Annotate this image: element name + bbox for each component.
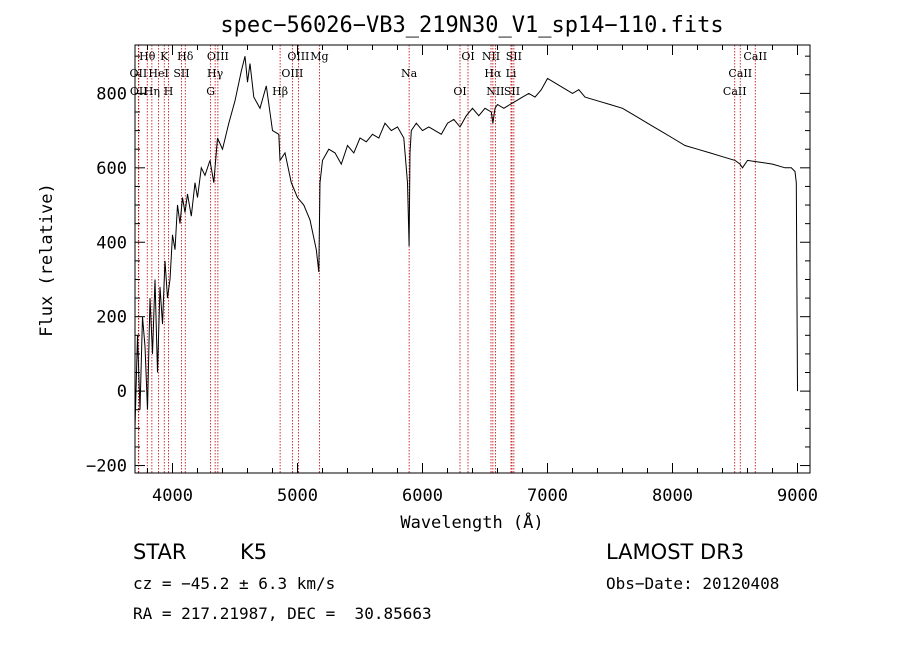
spectral-line-label: SII bbox=[504, 85, 520, 98]
spectral-line-label: Hγ bbox=[207, 67, 224, 80]
spectral-line-label: OIII bbox=[287, 50, 309, 63]
spectral-line-label: Mg bbox=[310, 50, 328, 63]
velocity-text: cz = −45.2 ± 6.3 km/s bbox=[133, 574, 336, 593]
spectral-line-label: SII bbox=[173, 67, 189, 80]
spectral-line-label: OIII bbox=[281, 67, 303, 80]
spectral-line-label: OII bbox=[130, 67, 148, 80]
x-tick-label: 9000 bbox=[777, 486, 818, 506]
spectral-line-label: H bbox=[164, 85, 174, 98]
spectral-line-label: G bbox=[206, 85, 215, 98]
chart-title: spec−56026−VB3_219N30_V1_sp14−110.fits bbox=[220, 13, 723, 38]
spectral-line-label: OI bbox=[461, 50, 474, 63]
x-tick-label: 5000 bbox=[277, 486, 318, 506]
y-tick-label: 200 bbox=[96, 308, 127, 328]
spectral-line-label: OII bbox=[130, 85, 148, 98]
x-tick-label: 6000 bbox=[402, 486, 443, 506]
spectral-line-label: CaII bbox=[723, 85, 747, 98]
y-tick-label: −200 bbox=[86, 457, 127, 477]
spectral-line-label: Hθ bbox=[139, 50, 156, 63]
spectral-line-label: NII bbox=[482, 50, 500, 63]
y-axis-ticks: −200 0 200 400 600 800 bbox=[86, 55, 810, 477]
x-axis-label: Wavelength (Å) bbox=[400, 511, 543, 533]
x-tick-label: 4000 bbox=[152, 486, 193, 506]
y-tick-label: 600 bbox=[96, 159, 127, 179]
spectral-line-markers bbox=[137, 45, 756, 473]
coordinates: RA = 217.21987, DEC = 30.85663 bbox=[133, 604, 432, 623]
obs-date: Obs−Date: 20120408 bbox=[606, 574, 780, 593]
spectral-line-label: NII bbox=[486, 85, 504, 98]
spectral-line-label: OI bbox=[453, 85, 466, 98]
plot-frame bbox=[134, 44, 811, 474]
spectral-line-label: K bbox=[160, 50, 169, 63]
object-class: STAR bbox=[133, 540, 187, 564]
y-axis-label: Flux (relative) bbox=[37, 183, 57, 337]
y-tick-label: 400 bbox=[96, 233, 127, 253]
spectral-line-label: SII bbox=[506, 50, 522, 63]
spectral-line-label: OIII bbox=[207, 50, 229, 63]
spectral-line-labels: Hθ OII OII K HeI Hη Hδ SII H OIII Hγ G OIII OIII Hβ Mg N… bbox=[130, 50, 768, 98]
spectral-line-label: CaII bbox=[728, 67, 752, 80]
spectral-line-label: Hη bbox=[144, 85, 160, 98]
spectral-line-label: CaII bbox=[743, 50, 767, 63]
x-axis-ticks: 4000 5000 6000 7000 8000 9000 bbox=[147, 45, 818, 506]
object-subclass: K5 bbox=[240, 540, 268, 564]
spectral-line-label: Hα bbox=[484, 67, 502, 80]
spectral-line-label: Li bbox=[506, 67, 517, 80]
x-tick-label: 8000 bbox=[652, 486, 693, 506]
y-tick-label: 800 bbox=[96, 84, 127, 104]
y-tick-label: 0 bbox=[117, 382, 127, 402]
spectral-line-label: Hδ bbox=[177, 50, 194, 63]
spectral-line-label: HeI bbox=[148, 67, 168, 80]
survey-name: LAMOST DR3 bbox=[606, 540, 745, 564]
flux-line bbox=[134, 56, 798, 429]
x-tick-label: 7000 bbox=[527, 486, 568, 506]
spectral-line-label: Hβ bbox=[272, 85, 288, 98]
spectral-line-label: Na bbox=[401, 67, 418, 80]
